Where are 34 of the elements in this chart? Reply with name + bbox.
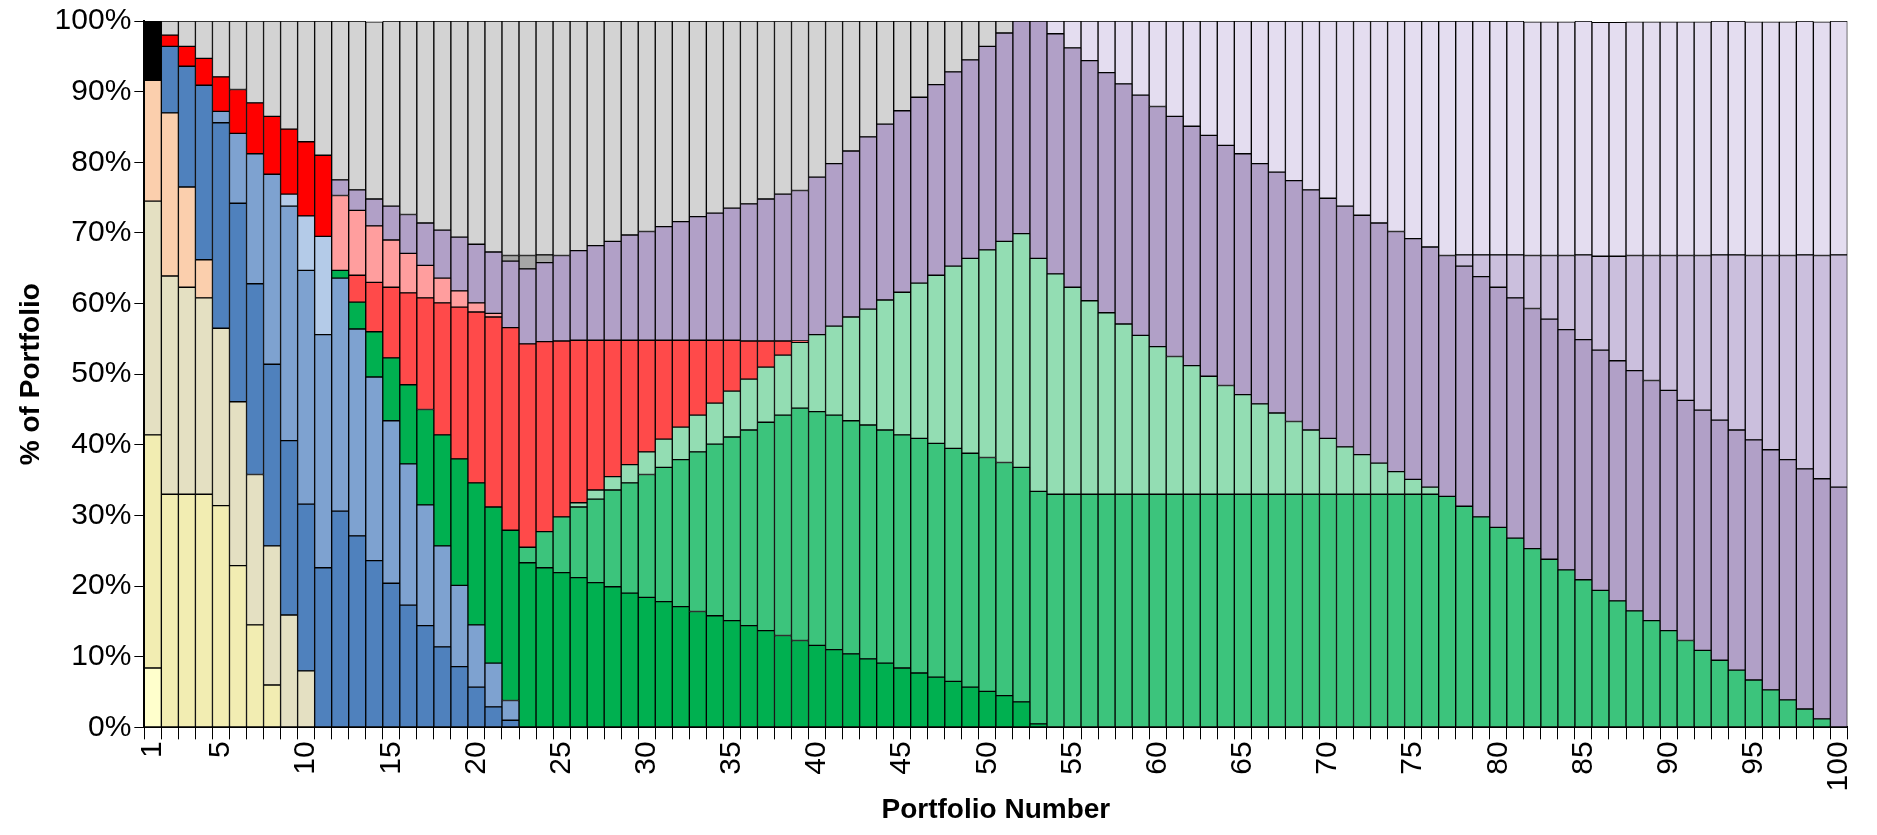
x-tick-label: 85 <box>1564 741 1598 775</box>
y-tick-label: 20% <box>71 567 132 601</box>
y-tick-label: 30% <box>71 496 132 530</box>
y-tick-label: 40% <box>71 426 132 460</box>
x-tick-label: 100 <box>1820 741 1854 792</box>
y-tick-label: 50% <box>71 355 132 389</box>
x-tick-label: 40 <box>798 741 832 775</box>
x-tick-label: 70 <box>1309 741 1343 775</box>
x-tick-label: 45 <box>883 741 917 775</box>
x-tick-label: 80 <box>1479 741 1513 775</box>
x-tick-label: 10 <box>287 741 321 775</box>
x-tick-label: 5 <box>202 741 236 759</box>
x-tick-label: 65 <box>1224 741 1258 775</box>
y-tick-label: 100% <box>54 2 132 36</box>
x-tick-label: 55 <box>1053 741 1087 775</box>
x-axis-title: Portfolio Number <box>881 792 1111 824</box>
x-tick-label: 1 <box>134 741 168 759</box>
x-tick-label: 35 <box>713 741 747 775</box>
x-tick-label: 30 <box>628 741 661 775</box>
y-axis-title: % of Portfolio <box>13 283 45 466</box>
x-tick-label: 50 <box>968 741 1002 775</box>
x-tick-label: 20 <box>457 741 491 775</box>
y-tick-label: 60% <box>71 284 132 318</box>
x-tick-label: 90 <box>1649 741 1683 775</box>
x-tick-label: 75 <box>1394 741 1428 775</box>
x-tick-label: 25 <box>542 741 576 775</box>
y-tick-label: 90% <box>71 72 132 106</box>
x-tick-label: 95 <box>1735 741 1769 775</box>
x-tick-label: 60 <box>1138 741 1172 775</box>
y-tick-label: 80% <box>71 143 132 177</box>
y-tick-label: 0% <box>87 708 132 742</box>
y-tick-label: 70% <box>71 214 132 248</box>
x-tick-label: 15 <box>372 741 406 775</box>
y-tick-label: 10% <box>71 637 132 671</box>
